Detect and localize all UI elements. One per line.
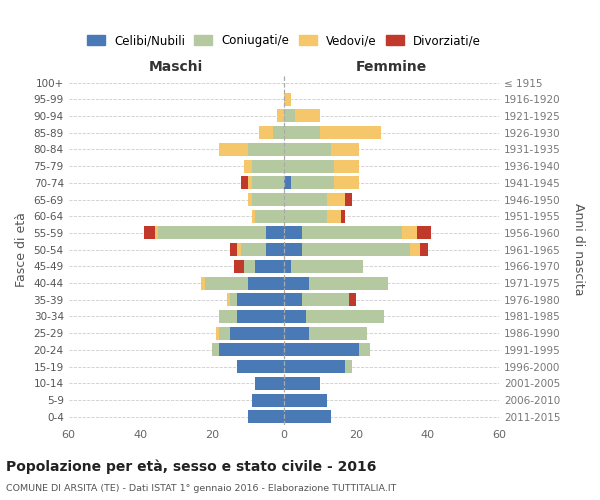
Bar — [417, 226, 431, 239]
Bar — [158, 226, 266, 239]
Bar — [251, 176, 284, 190]
Text: Popolazione per età, sesso e stato civile - 2016: Popolazione per età, sesso e stato civil… — [6, 460, 376, 474]
Bar — [302, 226, 403, 239]
Bar — [273, 126, 284, 139]
Bar — [266, 243, 284, 256]
Bar — [305, 310, 385, 323]
Bar — [244, 160, 251, 172]
Bar — [327, 210, 341, 222]
Bar — [320, 126, 381, 139]
Text: COMUNE DI ARSITA (TE) - Dati ISTAT 1° gennaio 2016 - Elaborazione TUTTITALIA.IT: COMUNE DI ARSITA (TE) - Dati ISTAT 1° ge… — [6, 484, 397, 493]
Bar — [349, 294, 356, 306]
Bar — [255, 377, 284, 390]
Bar — [251, 193, 284, 206]
Bar — [284, 377, 320, 390]
Bar — [220, 143, 248, 156]
Bar — [284, 310, 305, 323]
Bar — [334, 160, 359, 172]
Bar — [284, 260, 291, 273]
Bar — [220, 310, 238, 323]
Bar — [234, 260, 244, 273]
Bar — [284, 243, 302, 256]
Bar — [248, 193, 251, 206]
Bar — [403, 226, 417, 239]
Bar — [359, 344, 370, 356]
Bar — [230, 243, 238, 256]
Bar — [291, 176, 334, 190]
Bar — [421, 243, 428, 256]
Bar — [284, 143, 331, 156]
Bar — [248, 276, 284, 289]
Bar — [255, 260, 284, 273]
Bar — [284, 276, 309, 289]
Bar — [220, 326, 230, 340]
Bar — [302, 294, 349, 306]
Legend: Celibi/Nubili, Coniugati/e, Vedovi/e, Divorziati/e: Celibi/Nubili, Coniugati/e, Vedovi/e, Di… — [87, 34, 481, 48]
Bar — [327, 193, 345, 206]
Bar — [241, 176, 248, 190]
Bar — [238, 243, 241, 256]
Bar — [248, 143, 284, 156]
Bar — [309, 326, 367, 340]
Bar — [284, 294, 302, 306]
Bar — [238, 310, 284, 323]
Bar — [205, 276, 248, 289]
Bar — [251, 394, 284, 406]
Bar — [251, 210, 255, 222]
Bar — [302, 243, 410, 256]
Bar — [255, 210, 284, 222]
Bar — [220, 344, 284, 356]
Bar — [334, 176, 359, 190]
Bar — [248, 176, 251, 190]
Bar — [284, 360, 345, 373]
Text: Maschi: Maschi — [149, 60, 203, 74]
Bar — [238, 360, 284, 373]
Bar — [284, 160, 334, 172]
Bar — [295, 110, 320, 122]
Bar — [284, 410, 331, 424]
Bar — [251, 160, 284, 172]
Bar — [284, 394, 327, 406]
Bar — [284, 193, 327, 206]
Bar — [284, 210, 327, 222]
Bar — [345, 360, 352, 373]
Bar — [284, 176, 291, 190]
Text: Femmine: Femmine — [356, 60, 427, 74]
Bar — [341, 210, 345, 222]
Bar — [331, 143, 359, 156]
Bar — [155, 226, 158, 239]
Bar — [284, 226, 302, 239]
Bar — [284, 126, 320, 139]
Bar — [238, 294, 284, 306]
Bar — [144, 226, 155, 239]
Bar — [284, 344, 359, 356]
Bar — [266, 226, 284, 239]
Bar — [227, 294, 230, 306]
Bar — [309, 276, 388, 289]
Bar — [230, 326, 284, 340]
Y-axis label: Anni di nascita: Anni di nascita — [572, 204, 585, 296]
Bar — [241, 243, 266, 256]
Bar — [410, 243, 421, 256]
Y-axis label: Fasce di età: Fasce di età — [15, 212, 28, 287]
Bar — [248, 410, 284, 424]
Bar — [212, 344, 220, 356]
Bar — [244, 260, 255, 273]
Bar — [202, 276, 205, 289]
Bar — [284, 110, 295, 122]
Bar — [284, 92, 291, 106]
Bar — [284, 326, 309, 340]
Bar — [216, 326, 220, 340]
Bar — [230, 294, 238, 306]
Bar — [345, 193, 352, 206]
Bar — [277, 110, 284, 122]
Bar — [259, 126, 273, 139]
Bar — [291, 260, 363, 273]
